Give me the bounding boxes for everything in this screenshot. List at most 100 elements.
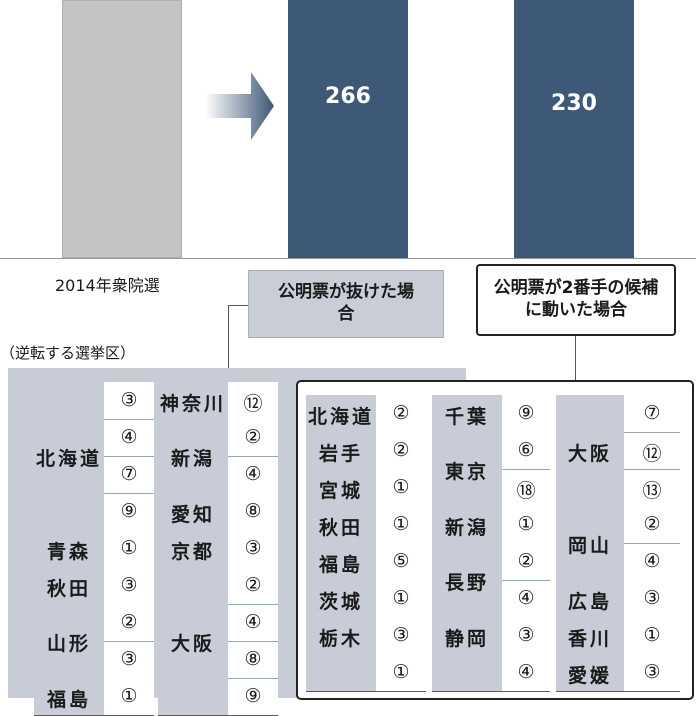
district-number: ⑬ xyxy=(642,479,662,502)
district-number: ⑧ xyxy=(244,499,262,522)
district-number: ⑦ xyxy=(120,462,138,485)
district-number: ② xyxy=(120,610,138,633)
pref-cell xyxy=(556,395,624,506)
connector-left-down xyxy=(228,305,229,371)
district-number: ⑨ xyxy=(517,401,535,424)
row-divider xyxy=(104,493,154,494)
district-number: ④ xyxy=(120,425,138,448)
group-divider xyxy=(556,691,680,692)
pref-cell xyxy=(158,567,228,715)
number-cell-bg xyxy=(376,395,426,432)
pref-cell xyxy=(158,382,228,419)
number-cell-bg xyxy=(376,543,426,580)
pref-cell xyxy=(158,493,228,530)
prefecture-label: 長野 xyxy=(444,572,489,594)
number-cell-bg xyxy=(104,567,154,604)
prefecture-label: 秋田 xyxy=(46,577,91,600)
prefecture-label: 香川 xyxy=(567,627,612,650)
district-number: ③ xyxy=(517,623,535,646)
pref-cell xyxy=(306,432,376,469)
pref-cell xyxy=(306,580,376,617)
pref-cell xyxy=(432,543,502,617)
district-number: ③ xyxy=(120,388,138,411)
district-number: ② xyxy=(517,549,535,572)
prefecture-label: 大阪 xyxy=(567,442,612,465)
prefecture-label: 愛知 xyxy=(170,503,215,526)
row-divider xyxy=(228,456,278,457)
district-number: ⑧ xyxy=(244,647,262,670)
district-number: ⑨ xyxy=(120,499,138,522)
district-number: ④ xyxy=(517,586,535,609)
pref-cell xyxy=(556,617,624,654)
district-number: ③ xyxy=(643,586,661,609)
pref-cell xyxy=(432,395,502,432)
prefecture-label: 北海道 xyxy=(307,405,374,428)
group-divider xyxy=(432,691,550,692)
callout-kome-removed: 公明票が抜けた場合 xyxy=(248,270,444,338)
prefecture-label: 山形 xyxy=(46,633,91,655)
number-cell-bg xyxy=(502,654,550,691)
number-cell-bg xyxy=(228,530,278,567)
row-divider xyxy=(104,419,154,420)
district-number: ⑦ xyxy=(643,401,661,424)
prefecture-label: 青森 xyxy=(46,540,91,563)
district-number: ⑫ xyxy=(642,442,662,465)
callout-kome-shifted: 公明票が2番手の候補に動いた場合 xyxy=(476,264,676,336)
row-divider xyxy=(104,641,154,642)
prefecture-label: 秋田 xyxy=(318,516,363,539)
number-cell-bg xyxy=(624,654,680,691)
pref-cell xyxy=(556,506,624,580)
district-number: ① xyxy=(392,660,410,683)
prefecture-label: 新潟 xyxy=(444,516,489,539)
bar-kome-removed: 266 xyxy=(288,0,408,258)
row-divider xyxy=(624,469,680,470)
pref-cell xyxy=(306,543,376,580)
number-cell-bg xyxy=(228,382,278,419)
district-number: ② xyxy=(643,512,661,535)
pref-cell xyxy=(306,395,376,432)
district-number: ③ xyxy=(643,660,661,683)
district-number: ① xyxy=(120,536,138,559)
baseline xyxy=(0,258,696,259)
district-number: ⑥ xyxy=(517,438,535,461)
prefecture-label: 静岡 xyxy=(444,627,489,650)
pref-cell xyxy=(306,617,376,654)
pref-cell xyxy=(34,530,104,567)
number-cell-bg xyxy=(624,617,680,654)
row-divider xyxy=(228,604,278,605)
prefecture-label: 福島 xyxy=(318,553,363,576)
district-number: ② xyxy=(244,425,262,448)
connector-right xyxy=(575,336,576,380)
district-number: ⑤ xyxy=(392,549,410,572)
pref-cell xyxy=(158,419,228,493)
row-divider xyxy=(624,432,680,433)
pref-cell xyxy=(556,580,624,617)
pref-cell xyxy=(306,654,376,691)
pref-cell xyxy=(306,469,376,506)
bar-kome-shifted: 230 xyxy=(514,0,634,258)
district-number: ④ xyxy=(517,660,535,683)
bar-value-266: 266 xyxy=(325,84,371,109)
pref-cell xyxy=(432,432,502,506)
number-cell-bg xyxy=(228,493,278,530)
district-number: ② xyxy=(244,573,262,596)
district-number: ① xyxy=(392,475,410,498)
prefecture-label: 福島 xyxy=(46,688,91,711)
district-number: ③ xyxy=(244,536,262,559)
bar-2014 xyxy=(62,0,182,258)
caption-2014: 2014年衆院選 xyxy=(55,276,160,295)
district-number: ① xyxy=(643,623,661,646)
pref-cell xyxy=(556,654,624,691)
prefecture-label: 千葉 xyxy=(444,405,489,428)
number-cell-bg xyxy=(376,654,426,691)
district-number: ⑫ xyxy=(243,392,263,415)
pref-cell xyxy=(306,506,376,543)
group-divider xyxy=(306,691,426,692)
prefecture-label: 東京 xyxy=(444,461,489,483)
bar-value-230: 230 xyxy=(551,91,597,116)
row-divider xyxy=(502,469,550,470)
number-cell-bg xyxy=(624,395,680,506)
list-title: （逆転する選挙区） xyxy=(0,344,136,362)
prefecture-label: 栃木 xyxy=(318,627,363,650)
pref-cell xyxy=(34,567,104,604)
